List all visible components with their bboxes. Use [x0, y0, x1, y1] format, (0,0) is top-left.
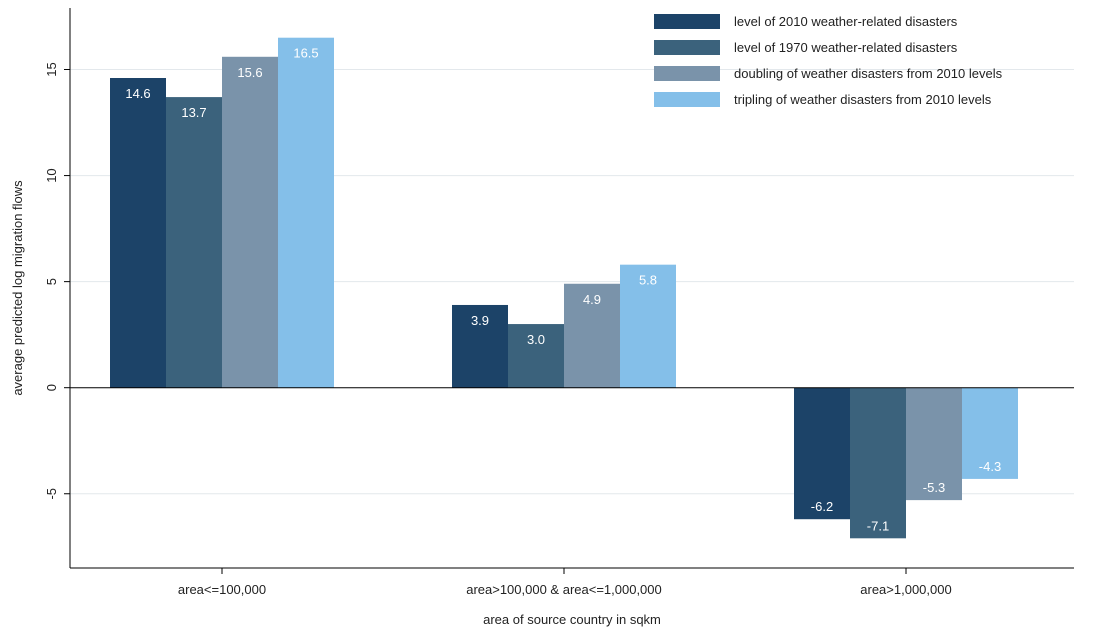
y-ticks: -5 0 5 10 15: [44, 62, 70, 500]
bar-3-series-1: [794, 387, 850, 520]
legend-label-2: level of 1970 weather-related disasters: [734, 40, 958, 55]
bar-value-label: 16.5: [293, 46, 318, 61]
legend-swatch-3: [654, 66, 720, 81]
legend: level of 2010 weather-related disasters l…: [654, 14, 1003, 107]
bar-value-label: -7.1: [867, 518, 889, 533]
axes: [69, 8, 1074, 569]
bar-value-label: -5.3: [923, 480, 945, 495]
bar-value-label: 15.6: [237, 65, 262, 80]
bar-value-label: 3.0: [527, 332, 545, 347]
x-tick-label: area>100,000 & area<=1,000,000: [466, 582, 662, 597]
legend-swatch-4: [654, 92, 720, 107]
legend-label-1: level of 2010 weather-related disasters: [734, 14, 958, 29]
y-axis-title: average predicted log migration flows: [10, 180, 25, 396]
bar-2-series-2: [508, 324, 564, 388]
y-tick-label: 10: [44, 168, 59, 182]
y-tick-label: -5: [44, 488, 59, 500]
bar-value-label: 14.6: [125, 86, 150, 101]
y-tick-label: 0: [44, 384, 59, 391]
legend-label-3: doubling of weather disasters from 2010 …: [734, 66, 1003, 81]
bar-1-series-3: [222, 56, 278, 388]
bar-value-label: 3.9: [471, 313, 489, 328]
bar-3-series-3: [906, 387, 962, 501]
bar-value-label: 13.7: [181, 105, 206, 120]
x-tick-label: area>1,000,000: [860, 582, 951, 597]
x-ticks: area<=100,000 area>100,000 & area<=1,000,…: [178, 568, 952, 597]
bar-2-series-3: [564, 283, 620, 388]
bar-1-series-2: [166, 97, 222, 388]
bar-1-series-4: [278, 37, 334, 388]
y-tick-label: 5: [44, 278, 59, 285]
bar-2-series-4: [620, 264, 676, 388]
bar-2-series-1: [452, 304, 508, 388]
bar-value-label: 5.8: [639, 273, 657, 288]
legend-swatch-2: [654, 40, 720, 55]
bar-value-label: -6.2: [811, 499, 833, 514]
bar-1-series-1: [110, 78, 166, 388]
y-tick-label: 15: [44, 62, 59, 76]
bars: 14.6 13.7 15.6 16.5 3.9 3.0 4.9 5.8 -6.2 -7.1 -5.3…: [110, 37, 1018, 539]
x-axis-title: area of source country in sqkm: [483, 612, 661, 627]
bar-3-series-2: [850, 387, 906, 539]
bar-value-label: -4.3: [979, 459, 1001, 474]
x-tick-label: area<=100,000: [178, 582, 266, 597]
legend-label-4: tripling of weather disasters from 2010 …: [734, 92, 992, 107]
bar-value-label: 4.9: [583, 292, 601, 307]
legend-swatch-1: [654, 14, 720, 29]
bar-3-series-4: [962, 387, 1018, 479]
